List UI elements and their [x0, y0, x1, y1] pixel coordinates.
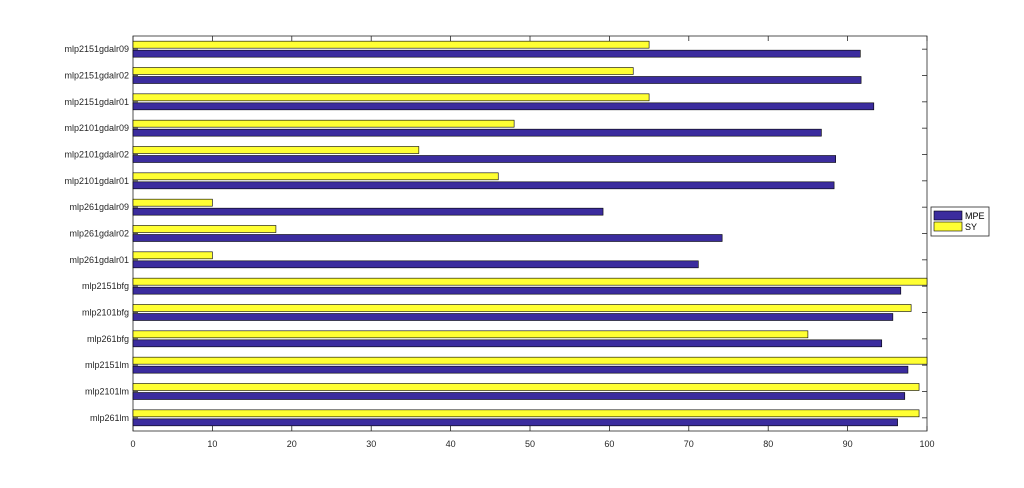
bar-mpe-mlp261gdalr02 — [132, 234, 723, 242]
x-tick-label: 70 — [684, 439, 694, 449]
bar-sy-mlp2101lm — [132, 383, 920, 391]
bar-sy-mlp2151gdalr09 — [132, 40, 650, 49]
x-tick-label: 60 — [604, 439, 614, 449]
bar-mpe-mlp2101gdalr02 — [132, 155, 836, 163]
bar-sy-mlp2101bfg — [132, 304, 912, 312]
y-tick-label: mlp261gdalr01 — [69, 255, 129, 265]
bar-mpe-mlp2151gdalr09 — [132, 49, 861, 58]
y-tick-label: mlp2151gdalr09 — [64, 44, 129, 54]
bar-mpe-mlp2151bfg — [132, 286, 902, 295]
bar-sy-mlp2101gdalr09 — [132, 119, 515, 128]
y-tick-label: mlp261bfg — [87, 334, 129, 344]
y-tick-label: mlp2101bfg — [82, 308, 129, 318]
bar-sy-mlp2151gdalr02 — [132, 67, 634, 75]
bar-mpe-mlp261bfg — [132, 339, 883, 348]
y-tick-label: mlp2101gdalr09 — [64, 123, 129, 133]
bar-sy-mlp261lm — [132, 409, 920, 418]
bars-layer — [132, 40, 928, 427]
bar-mpe-mlp261lm — [132, 418, 898, 427]
bar-mpe-mlp2101bfg — [132, 313, 894, 321]
x-tick-label: 30 — [366, 439, 376, 449]
y-tick-label: mlp261gdalr09 — [69, 202, 129, 212]
y-tick-label: mlp2151gdalr01 — [64, 97, 129, 107]
bar-sy-mlp261bfg — [132, 330, 809, 339]
y-tick-label: mlp2151lm — [85, 360, 129, 370]
y-tick-label: mlp2151bfg — [82, 281, 129, 291]
x-tick-label: 80 — [763, 439, 773, 449]
legend-swatch-mpe — [933, 210, 963, 221]
bar-sy-mlp2101gdalr02 — [132, 146, 420, 154]
legend-swatch-sy — [933, 221, 963, 232]
bar-sy-mlp261gdalr02 — [132, 225, 277, 233]
bar-mpe-mlp2101gdalr01 — [132, 181, 835, 190]
y-tick-label: mlp261lm — [90, 413, 129, 423]
x-tick-label: 100 — [919, 439, 934, 449]
legend-label-mpe: MPE — [965, 211, 985, 221]
y-tick-label: mlp2101gdalr01 — [64, 176, 129, 186]
x-tick-label: 0 — [130, 439, 135, 449]
x-tick-label: 90 — [843, 439, 853, 449]
bar-mpe-mlp2151gdalr01 — [132, 102, 875, 111]
bar-mpe-mlp2101gdalr09 — [132, 128, 822, 137]
bar-sy-mlp2151bfg — [132, 277, 928, 286]
legend-label-sy: SY — [965, 222, 977, 232]
x-tick-label: 50 — [525, 439, 535, 449]
ticks-layer: mlp261lm mlp2101lm mlp2151lm mlp261bfg mlp21… — [64, 36, 935, 449]
bar-sy-mlp2151lm — [132, 356, 928, 365]
y-tick-label: mlp2101gdalr02 — [64, 150, 129, 160]
x-tick-label: 20 — [287, 439, 297, 449]
bar-sy-mlp2101gdalr01 — [132, 172, 499, 181]
bar-mpe-mlp2151gdalr02 — [132, 76, 862, 84]
bar-sy-mlp2151gdalr01 — [132, 93, 650, 102]
bar-sy-mlp261gdalr09 — [132, 198, 213, 207]
y-tick-label: mlp261gdalr02 — [69, 229, 129, 239]
y-tick-label: mlp2151gdalr02 — [64, 71, 129, 81]
bar-mpe-mlp261gdalr09 — [132, 207, 604, 216]
bar-mpe-mlp2151lm — [132, 365, 909, 374]
x-tick-label: 40 — [446, 439, 456, 449]
plot-area — [132, 35, 928, 432]
y-tick-label: mlp2101lm — [85, 387, 129, 397]
bar-mpe-mlp261gdalr01 — [132, 260, 699, 269]
x-tick-label: 10 — [207, 439, 217, 449]
bar-mpe-mlp2101lm — [132, 392, 906, 400]
bar-sy-mlp261gdalr01 — [132, 251, 213, 260]
